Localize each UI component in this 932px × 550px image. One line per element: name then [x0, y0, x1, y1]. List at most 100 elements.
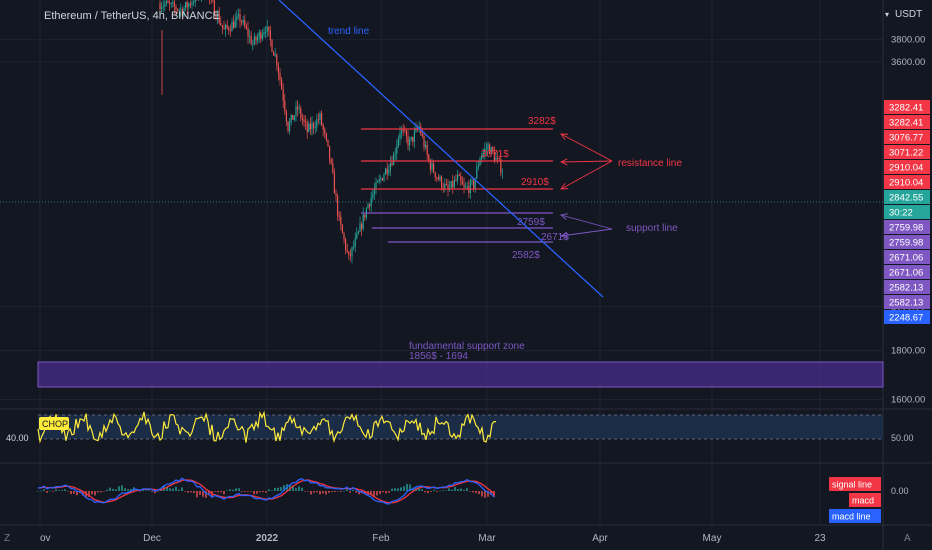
support-arrow — [560, 228, 613, 237]
macd-histogram-bar — [487, 491, 489, 497]
candle-body — [249, 35, 251, 37]
trend-line-label: trend line — [328, 26, 370, 37]
macd-histogram-bar — [484, 491, 486, 498]
candle-body — [277, 65, 279, 73]
candle-body — [265, 31, 267, 33]
candle-body — [407, 136, 409, 146]
candle-body — [314, 127, 316, 129]
candle-body — [474, 178, 476, 189]
macd-histogram-bar — [388, 491, 390, 493]
candle-body — [247, 28, 249, 37]
macd-histogram-bar — [343, 490, 345, 492]
zoom-reset-button[interactable]: Z — [4, 533, 10, 544]
candle-body — [271, 39, 273, 52]
candles — [159, 0, 503, 264]
candle-body — [333, 172, 335, 194]
candle-body — [161, 6, 163, 10]
chevron-down-icon[interactable]: ▾ — [885, 10, 889, 19]
macd-histogram-bar — [409, 484, 411, 491]
price-badge — [884, 175, 930, 189]
candle-body — [327, 139, 329, 146]
candle-body — [404, 130, 406, 132]
currency-label[interactable]: USDT — [895, 9, 922, 20]
macd-histogram-bar — [232, 489, 234, 491]
macd-histogram-bar — [175, 486, 177, 491]
candle-body — [501, 172, 503, 174]
macd-histogram-bar — [190, 491, 192, 493]
macd-histogram-bar — [406, 483, 408, 491]
candle-body — [372, 194, 374, 198]
price-badge — [884, 100, 930, 114]
macd-legend-label: signal line — [832, 480, 872, 490]
candle-body — [213, 0, 215, 15]
price-badge — [884, 235, 930, 249]
auto-scale-button[interactable]: A — [904, 533, 911, 544]
candle-body — [303, 119, 305, 122]
macd-histogram-bar — [226, 490, 228, 492]
price-badge-label: 2759.98 — [889, 223, 923, 234]
macd-histogram-bar — [430, 491, 432, 492]
resistance-arrow-head — [560, 133, 569, 140]
candle-body — [356, 233, 358, 239]
macd-histogram-bar — [109, 487, 111, 491]
candle-body — [191, 2, 193, 5]
candle-body — [469, 180, 471, 193]
macd-legend-badge — [829, 477, 881, 491]
macd-histogram-bar — [238, 488, 240, 491]
candle-body — [329, 145, 331, 160]
macd-histogram-bar — [115, 489, 117, 491]
macd-legend-label: macd line — [832, 512, 871, 522]
macd-histogram-bar — [277, 487, 279, 491]
macd-histogram-bar — [274, 488, 276, 491]
candle-body — [466, 186, 468, 188]
macd-histogram-bar — [40, 490, 42, 492]
macd-histogram-bar — [217, 491, 219, 493]
candle-body — [498, 158, 500, 160]
candle-body — [220, 23, 222, 26]
macd-histogram-bar — [130, 488, 132, 491]
support-zone-box — [37, 361, 884, 388]
candle-body — [292, 114, 294, 120]
candle-body — [229, 30, 231, 32]
macd-histogram-bar — [94, 491, 96, 496]
candle-body — [484, 148, 486, 153]
candle-body — [234, 19, 236, 29]
macd-histogram-bar — [112, 488, 114, 491]
candle-body — [364, 214, 366, 218]
candle-body — [468, 186, 470, 193]
macd-histogram-bar — [97, 491, 99, 493]
level-label: 2759$ — [517, 217, 545, 228]
macd-histogram-bar — [256, 491, 258, 494]
trend-line-group — [278, 0, 604, 298]
candle-body — [453, 180, 455, 188]
price-badge — [884, 250, 930, 264]
price-levels: 3282$ 3071$ 2910$ 2759$ 2671$2582$ — [0, 116, 883, 261]
macd-line — [37, 477, 495, 505]
macd-histogram-bar — [181, 487, 183, 491]
macd-histogram-bar — [169, 488, 171, 491]
candle-body — [460, 176, 462, 182]
candle-body — [351, 247, 353, 257]
resistance-arrow — [560, 160, 613, 190]
macd-histogram-bar — [76, 491, 78, 496]
macd-histogram-bar — [421, 489, 423, 491]
chop-left-label: 40.00 — [6, 433, 29, 443]
candle-body — [447, 184, 449, 190]
candle-body — [169, 3, 171, 4]
candle-body — [218, 13, 220, 24]
candle-body — [276, 54, 278, 66]
candle-body — [346, 249, 348, 252]
macd-histogram-bar — [178, 489, 180, 491]
candle-body — [337, 195, 339, 216]
macd-histogram-bar — [352, 489, 354, 491]
macd-histogram-bar — [145, 490, 147, 491]
macd-histogram-bar — [220, 491, 222, 493]
level-label: 3071$ — [481, 149, 509, 160]
candle-body — [237, 14, 239, 17]
time-tick-label: Mar — [478, 533, 496, 544]
macd-histogram-bar — [289, 484, 291, 491]
macd-histogram-bar — [61, 490, 63, 491]
